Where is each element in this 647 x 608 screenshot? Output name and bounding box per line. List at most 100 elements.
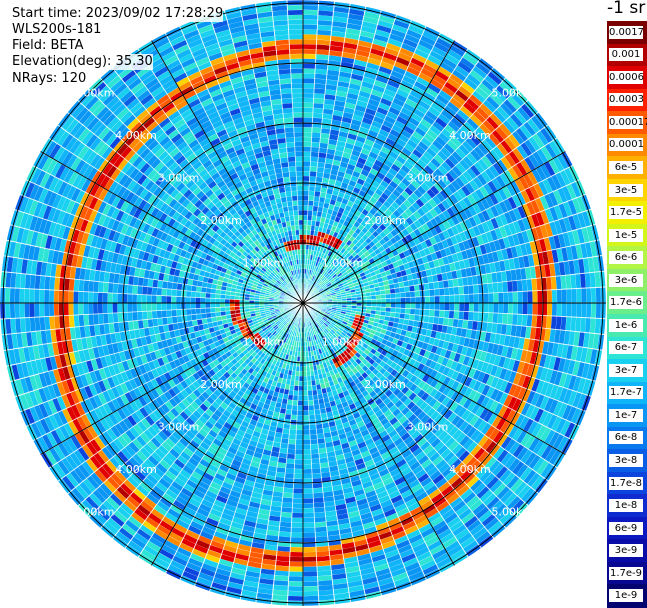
range-gate-cell [368, 151, 378, 160]
range-gate-cell [434, 288, 440, 296]
range-gate-cell [346, 239, 352, 246]
range-gate-cell [326, 245, 332, 251]
range-gate-cell [369, 208, 377, 216]
range-gate-cell [396, 259, 404, 266]
range-gate-cell [320, 292, 326, 295]
range-gate-cell [287, 453, 296, 459]
range-gate-cell [329, 270, 334, 276]
range-gate-cell [366, 295, 372, 300]
range-gate-cell [430, 171, 441, 182]
range-gate-cell [328, 139, 338, 146]
range-gate-cell [438, 280, 444, 289]
range-gate-cell [400, 79, 414, 90]
range-gate-cell [508, 134, 520, 148]
range-gate-cell [331, 164, 340, 171]
range-gate-cell [462, 170, 473, 182]
range-gate-cell [430, 227, 438, 237]
range-gate-cell [426, 129, 438, 140]
range-gate-cell [463, 77, 478, 90]
range-gate-cell [451, 165, 463, 177]
range-gate-cell [441, 175, 451, 186]
range-gate-cell [364, 244, 372, 251]
range-gate-cell [490, 205, 500, 218]
range-gate-cell [338, 207, 345, 214]
range-gate-cell [389, 213, 398, 222]
range-gate-cell [308, 195, 314, 201]
range-gate-cell [281, 433, 290, 439]
range-gate-cell [375, 306, 381, 311]
range-gate-cell [358, 190, 367, 198]
range-gate-cell [324, 289, 330, 293]
range-gate-cell [340, 61, 354, 69]
range-gate-cell [430, 78, 444, 90]
range-gate-cell [393, 142, 404, 152]
range-gate-cell [551, 289, 557, 303]
range-gate-cell [548, 236, 557, 250]
range-gate-cell [279, 526, 292, 533]
range-gate-cell [423, 133, 435, 144]
range-gate-cell [334, 100, 346, 107]
range-gate-cell [477, 255, 485, 265]
range-gate-cell [586, 303, 592, 318]
range-gate-cell [520, 103, 535, 118]
range-gate-cell [315, 64, 328, 70]
range-gate-cell [419, 249, 426, 258]
range-gate-cell [444, 158, 456, 169]
range-gate-cell [318, 10, 333, 17]
range-gate-cell [333, 275, 339, 280]
range-gate-cell [563, 217, 572, 232]
range-gate-cell [478, 82, 493, 96]
range-gate-cell [366, 134, 377, 143]
range-gate-cell [325, 274, 331, 279]
range-gate-cell [422, 322, 429, 330]
range-gate-cell [406, 29, 422, 40]
range-gate-cell [348, 229, 355, 236]
range-gate-cell [396, 88, 409, 99]
range-gate-cell [286, 463, 295, 469]
range-gate-cell [310, 443, 319, 450]
range-gate-cell [303, 464, 312, 469]
range-gate-cell [581, 227, 590, 243]
range-gate-cell [348, 180, 357, 187]
range-gate-cell [354, 54, 369, 63]
range-gate-cell [331, 26, 346, 33]
range-gate-cell [372, 84, 385, 93]
range-gate-cell [495, 175, 506, 188]
range-gate-cell [510, 269, 517, 281]
range-gate-cell [309, 429, 317, 435]
range-gate-cell [316, 216, 322, 222]
range-gate-cell [409, 135, 421, 145]
range-gate-cell [303, 429, 310, 435]
range-gate-cell [441, 199, 451, 210]
range-gate-cell [508, 258, 516, 270]
range-gate-cell [454, 294, 460, 303]
range-gate-cell [310, 439, 318, 445]
range-gate-cell [357, 40, 372, 48]
range-gate-cell [332, 266, 338, 272]
range-gate-cell [332, 254, 338, 260]
range-gate-cell [465, 248, 473, 259]
range-gate-cell [303, 400, 309, 406]
range-gate-cell [430, 217, 439, 227]
range-gate-cell [309, 171, 317, 177]
range-gate-cell [283, 492, 293, 498]
range-gate-cell [334, 200, 342, 208]
range-gate-cell [317, 162, 325, 168]
range-gate-cell [318, 147, 328, 154]
range-gate-cell [503, 292, 509, 303]
range-gate-cell [324, 243, 329, 250]
range-gate-cell [462, 196, 472, 208]
range-gate-cell [432, 139, 444, 151]
range-gate-cell [352, 187, 361, 194]
range-gate-cell [318, 5, 334, 12]
range-gate-cell [466, 167, 477, 180]
range-gate-cell [308, 279, 311, 285]
range-gate-cell [360, 121, 371, 130]
range-gate-cell [439, 310, 445, 318]
range-gate-cell [488, 303, 494, 313]
range-gate-cell [334, 255, 340, 262]
range-gate-cell [537, 303, 543, 315]
range-gate-cell [343, 107, 355, 115]
range-gate-cell [515, 127, 528, 142]
range-gate-cell [278, 457, 287, 464]
